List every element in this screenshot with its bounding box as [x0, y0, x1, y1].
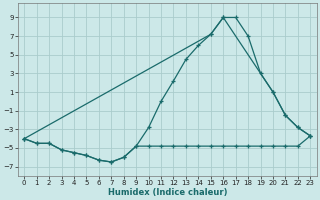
X-axis label: Humidex (Indice chaleur): Humidex (Indice chaleur): [108, 188, 227, 197]
